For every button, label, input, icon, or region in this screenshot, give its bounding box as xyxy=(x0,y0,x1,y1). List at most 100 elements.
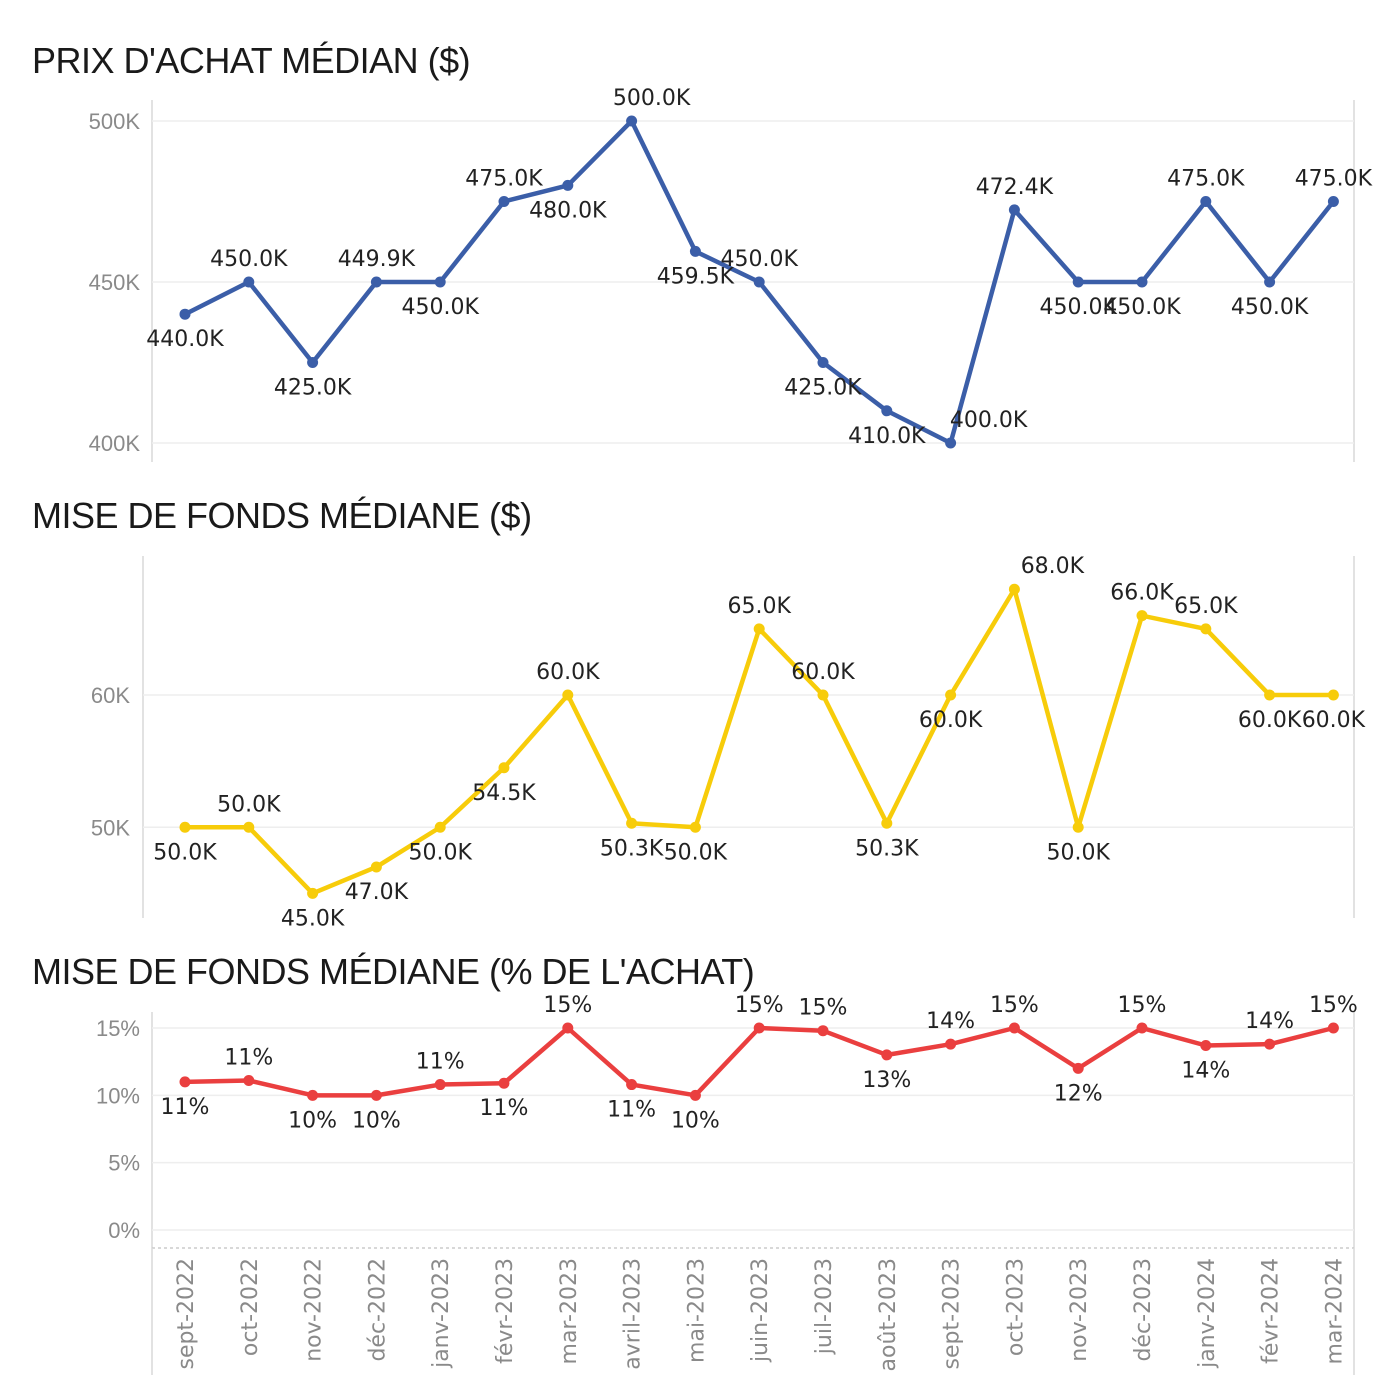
data-point xyxy=(753,623,765,635)
y-tick-label: 10% xyxy=(96,1083,140,1108)
data-point xyxy=(307,887,319,899)
x-tick-label: oct-2022 xyxy=(238,1258,263,1356)
data-label: 11% xyxy=(607,1098,656,1123)
data-label: 50.0K xyxy=(153,840,217,865)
data-label: 450.0K xyxy=(1103,295,1181,320)
data-point xyxy=(1072,276,1084,288)
data-point xyxy=(498,196,510,207)
data-point xyxy=(370,276,382,288)
data-label: 440.0K xyxy=(146,327,224,352)
data-point xyxy=(562,689,574,701)
data-point xyxy=(689,245,701,257)
data-point xyxy=(243,1075,255,1087)
data-label: 449.9K xyxy=(338,247,416,272)
data-label: 45.0K xyxy=(281,906,345,931)
data-point xyxy=(1200,623,1212,635)
data-point xyxy=(1264,276,1276,288)
data-label: 450.0K xyxy=(1231,295,1309,320)
data-point xyxy=(434,1079,446,1091)
data-label: 50.0K xyxy=(217,792,281,817)
x-tick-label: sept-2023 xyxy=(940,1258,965,1370)
data-label: 15% xyxy=(543,993,592,1018)
data-point xyxy=(1072,1062,1084,1074)
data-point xyxy=(1327,1022,1339,1034)
data-point xyxy=(881,405,893,417)
data-point xyxy=(945,437,957,449)
data-point xyxy=(498,1077,510,1089)
x-tick-label: nov-2022 xyxy=(302,1258,327,1362)
data-point xyxy=(1327,689,1339,701)
data-point xyxy=(179,821,191,833)
data-point xyxy=(243,821,255,833)
data-point xyxy=(370,1089,382,1101)
data-label: 50.0K xyxy=(664,840,728,865)
x-tick-label: déc-2023 xyxy=(1131,1258,1156,1362)
y-tick-label: 400K xyxy=(89,431,141,456)
data-label: 480.0K xyxy=(529,198,607,223)
data-label: 450.0K xyxy=(720,247,798,272)
data-point xyxy=(817,1025,829,1037)
data-point xyxy=(562,179,574,191)
chart-title-prix-achat: PRIX D'ACHAT MÉDIAN ($) xyxy=(32,40,471,81)
data-label: 15% xyxy=(990,993,1039,1018)
data-point xyxy=(689,821,701,833)
x-tick-label: déc-2022 xyxy=(365,1258,390,1362)
data-label: 10% xyxy=(352,1108,401,1133)
data-label: 60.0K xyxy=(1238,708,1302,733)
data-point xyxy=(243,276,255,288)
data-label: 11% xyxy=(161,1095,210,1120)
data-label: 60.0K xyxy=(536,660,600,685)
data-label: 14% xyxy=(1245,1009,1294,1034)
data-point xyxy=(689,1089,701,1101)
data-label: 66.0K xyxy=(1110,581,1174,606)
data-label: 15% xyxy=(1118,993,1167,1018)
x-tick-label: févr-2024 xyxy=(1259,1258,1284,1364)
data-point xyxy=(1136,276,1148,288)
data-label: 400.0K xyxy=(950,408,1028,433)
data-label: 410.0K xyxy=(848,424,926,449)
data-label: 425.0K xyxy=(784,376,862,401)
data-point xyxy=(1008,583,1020,595)
x-tick-label: mar-2023 xyxy=(557,1258,582,1364)
data-label: 15% xyxy=(1309,993,1358,1018)
data-point xyxy=(1008,204,1020,216)
data-point xyxy=(370,861,382,873)
x-tick-label: mai-2023 xyxy=(684,1258,709,1363)
data-point xyxy=(498,762,510,774)
data-point xyxy=(562,1022,574,1034)
series-line xyxy=(182,586,1336,896)
data-label: 425.0K xyxy=(274,376,352,401)
data-point xyxy=(626,817,638,829)
y-tick-label: 50K xyxy=(91,815,130,840)
data-label: 11% xyxy=(416,1050,465,1075)
data-point xyxy=(1327,196,1339,207)
x-tick-label: mar-2024 xyxy=(1322,1258,1347,1364)
data-label: 68.0K xyxy=(1021,554,1085,579)
data-point xyxy=(1264,689,1276,701)
y-tick-label: 60K xyxy=(91,683,130,708)
data-label: 65.0K xyxy=(727,594,791,619)
data-point xyxy=(1072,821,1084,833)
data-label: 14% xyxy=(926,1009,975,1034)
data-label: 13% xyxy=(862,1068,911,1093)
data-label: 15% xyxy=(735,993,784,1018)
x-tick-label: avril-2023 xyxy=(621,1258,646,1370)
data-point xyxy=(1200,1040,1212,1052)
data-point xyxy=(945,1038,957,1050)
data-point xyxy=(817,689,829,701)
data-label: 54.5K xyxy=(472,781,536,806)
data-point xyxy=(434,821,446,833)
data-point xyxy=(1200,196,1212,207)
data-point xyxy=(434,276,446,288)
data-label: 11% xyxy=(480,1096,529,1121)
data-label: 475.0K xyxy=(1295,167,1373,192)
data-label: 11% xyxy=(224,1046,273,1071)
x-tick-label: févr-2023 xyxy=(493,1258,518,1364)
data-point xyxy=(307,1089,319,1101)
x-tick-label: nov-2023 xyxy=(1067,1258,1092,1362)
x-tick-label: oct-2023 xyxy=(1003,1258,1028,1356)
data-point xyxy=(179,1076,191,1088)
data-point xyxy=(179,308,191,320)
data-label: 50.3K xyxy=(855,836,919,861)
data-label: 450.0K xyxy=(210,247,288,272)
